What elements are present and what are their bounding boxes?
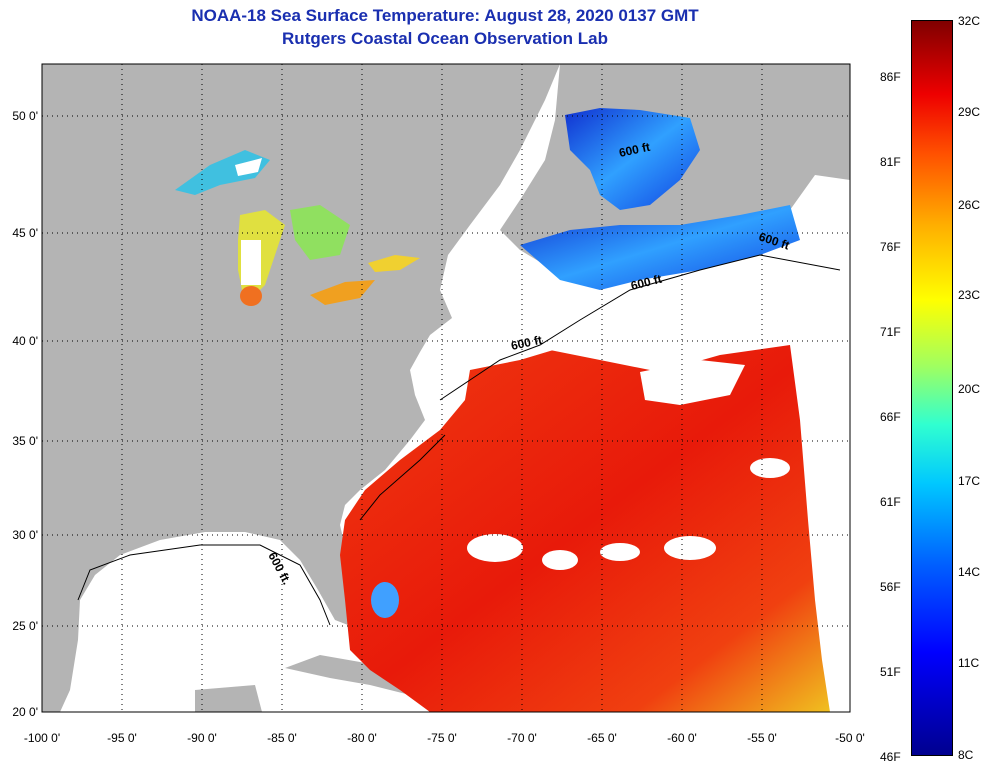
lon-tick-label: -70 0' [507,731,537,745]
colorbar-fahrenheit-label: 46F [880,750,901,764]
axis-tick-labels: 50 0' 45 0' 40 0' 35 0' 30 0' 25 0' 20 0' -100 … [12,109,864,745]
land-yucatan [195,685,262,712]
lon-tick-label: -90 0' [187,731,217,745]
lat-tick-label: 50 0' [12,109,38,123]
colorbar-fahrenheit-label: 71F [880,325,901,339]
lon-tick-label: -75 0' [427,731,457,745]
colorbar-celsius-label: 26C [958,198,981,212]
colorbar-fahrenheit-label: 66F [880,410,901,424]
colorbar-celsius-label: 8C [958,748,974,762]
contour-label-midatlantic: 600 ft [510,333,544,353]
cold-water-scotian-shelf [520,205,800,290]
lon-tick-label: -55 0' [747,731,777,745]
land-north-america [42,64,560,712]
cold-patch-bahamas [371,582,399,618]
colorbar-celsius-label: 20C [958,382,981,396]
lat-tick-label: 25 0' [12,619,38,633]
lon-tick-label: -95 0' [107,731,137,745]
colorbar-celsius-label: 29C [958,105,981,119]
lon-tick-label: -65 0' [587,731,617,745]
warm-water-atlantic [340,340,830,712]
lat-tick-label: 20 0' [12,705,38,719]
colorbar-fahrenheit-label: 86F [880,70,901,84]
contour-label-gulf: 600 ft [618,140,652,160]
lat-tick-label: 45 0' [12,226,38,240]
colorbar-celsius-label: 14C [958,565,981,579]
colorbar-fahrenheit-label: 51F [880,665,901,679]
colorbar-fahrenheit-label: 81F [880,155,901,169]
depth-contours [77,254,841,626]
colorbar-celsius-label: 17C [958,474,981,488]
lat-tick-label: 30 0' [12,528,38,542]
lat-tick-label: 40 0' [12,334,38,348]
temperature-colorbar [911,20,953,756]
lon-tick-label: -100 0' [24,731,60,745]
colorbar-fahrenheit-label: 61F [880,495,901,509]
colorbar-celsius-label: 11C [958,656,980,670]
colorbar-celsius-label: 32C [958,14,981,28]
map-subtitle: Rutgers Coastal Ocean Observation Lab [282,29,608,48]
lon-tick-label: -50 0' [835,731,865,745]
colorbar-fahrenheit-label: 56F [880,580,901,594]
lon-tick-label: -60 0' [667,731,697,745]
swath-edge [800,330,850,712]
lon-tick-label: -85 0' [267,731,297,745]
lat-lon-grid [42,64,850,712]
lat-tick-label: 35 0' [12,434,38,448]
map-title: NOAA-18 Sea Surface Temperature: August … [191,6,699,25]
lon-tick-label: -80 0' [347,731,377,745]
cold-water-gulf-st-lawrence [565,108,700,210]
colorbar-fahrenheit-label: 76F [880,240,901,254]
colorbar-celsius-label: 23C [958,288,981,302]
cloud-cover [460,300,800,570]
great-lakes [175,150,420,306]
